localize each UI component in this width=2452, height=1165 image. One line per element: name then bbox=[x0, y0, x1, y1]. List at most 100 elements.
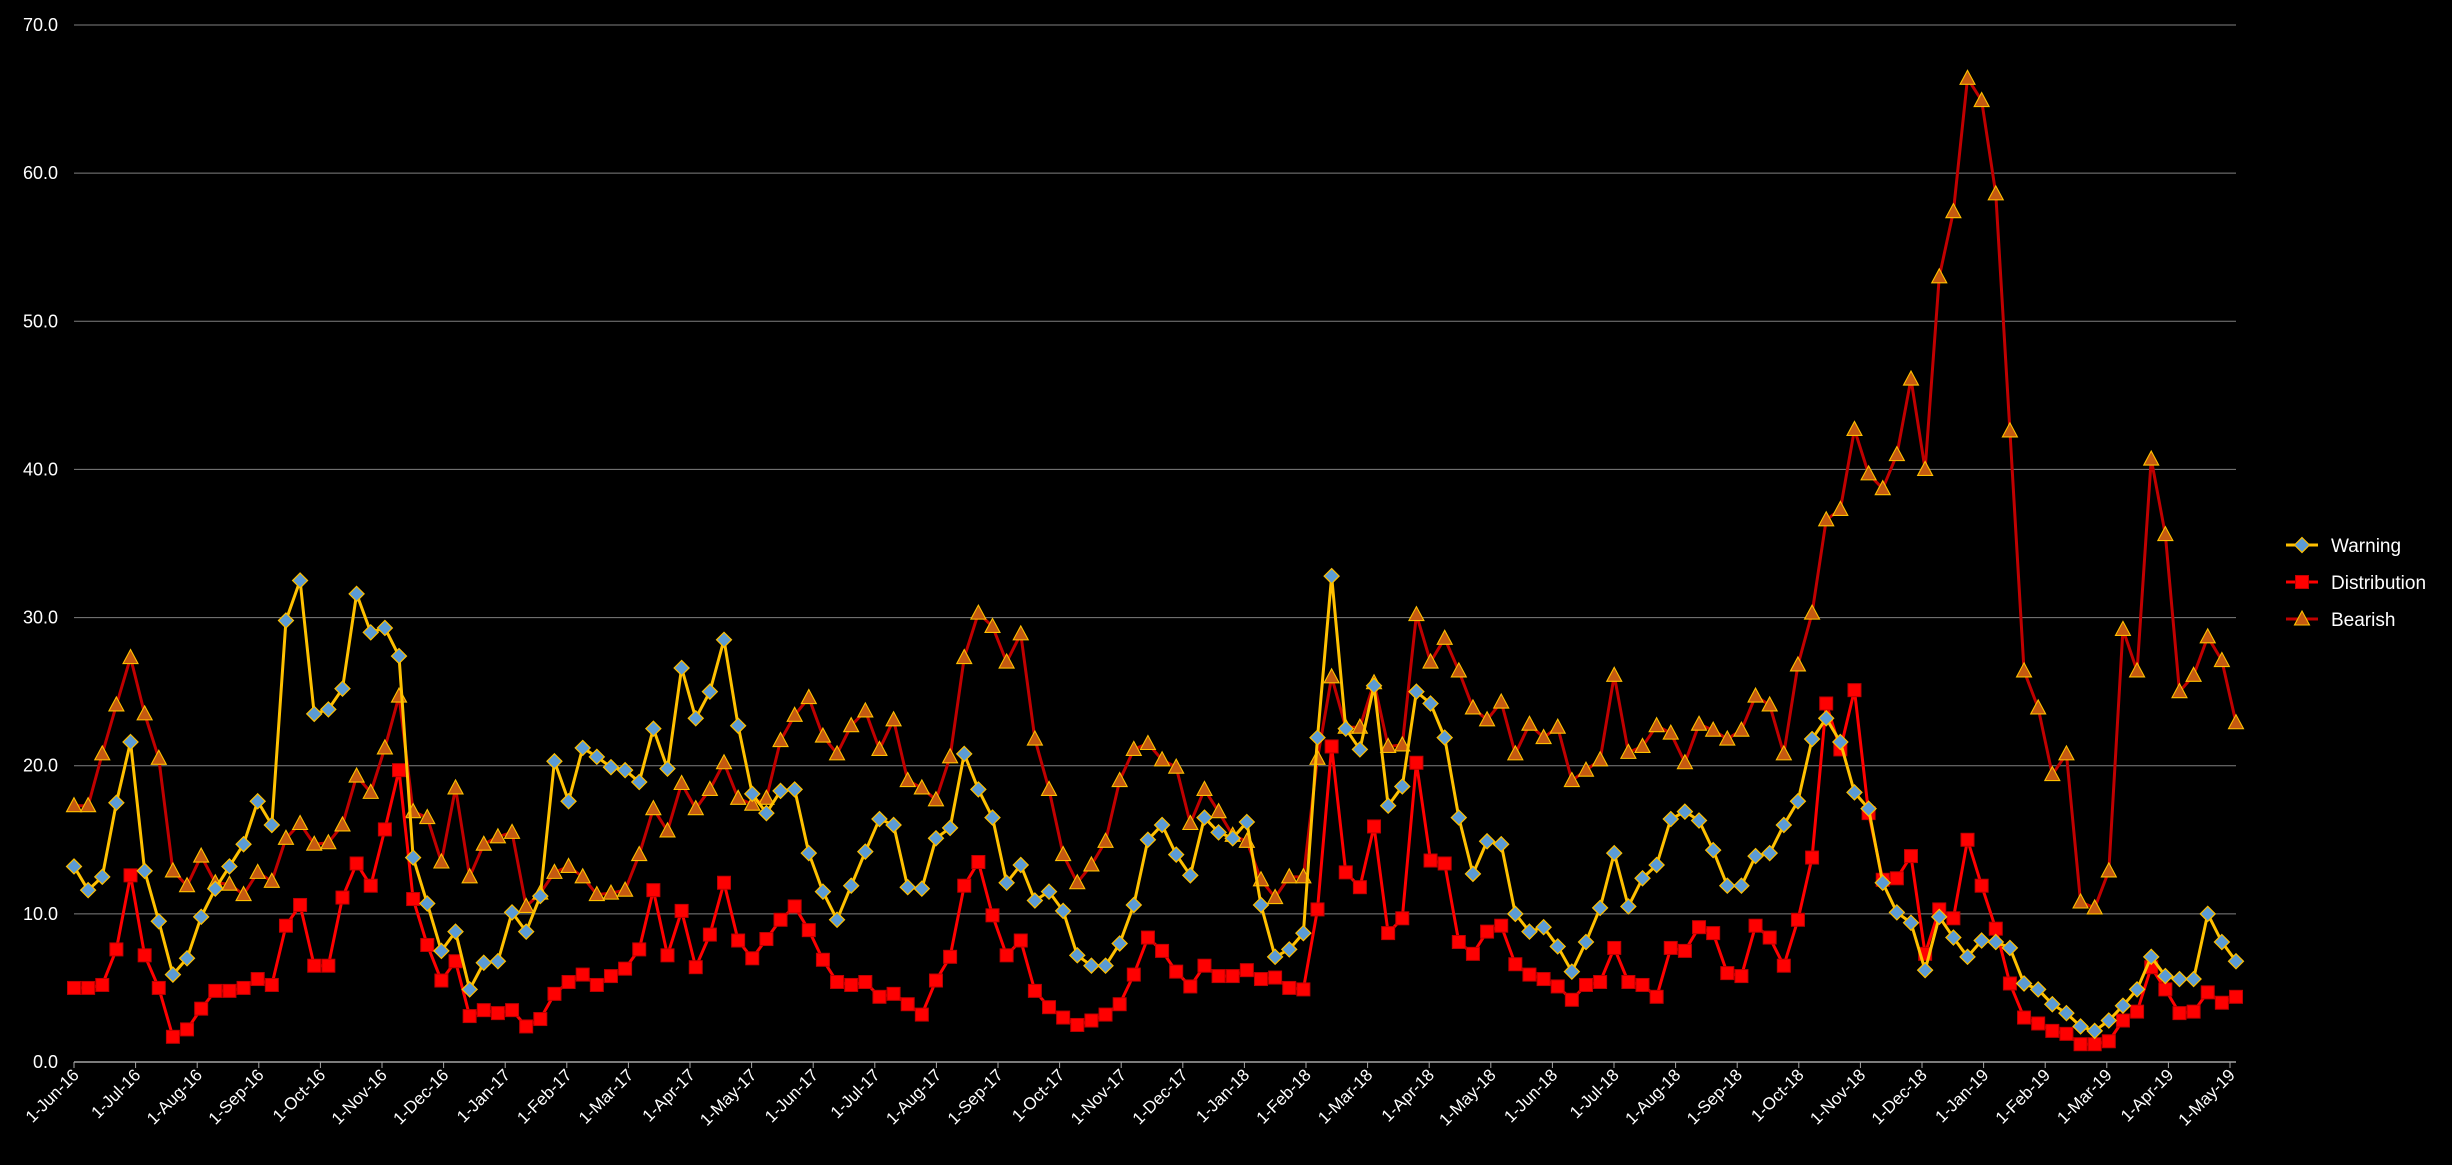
data-point-distribution bbox=[1013, 933, 1028, 948]
data-point-bearish bbox=[1634, 737, 1651, 754]
data-point-warning bbox=[1252, 896, 1270, 914]
data-point-distribution bbox=[2101, 1034, 2116, 1049]
data-point-warning bbox=[673, 659, 690, 677]
data-point-warning bbox=[461, 981, 479, 998]
data-point-distribution bbox=[1536, 972, 1551, 987]
data-point-warning bbox=[348, 585, 365, 603]
data-point-warning bbox=[1676, 803, 1694, 820]
data-point-distribution bbox=[180, 1022, 195, 1037]
x-tick-label: 1-Nov-16 bbox=[328, 1065, 391, 1128]
data-point-warning bbox=[729, 717, 747, 735]
data-point-warning bbox=[1973, 932, 1990, 949]
data-point-distribution bbox=[928, 973, 943, 988]
data-point-bearish bbox=[856, 701, 874, 718]
data-point-warning bbox=[1351, 741, 1369, 758]
data-point-bearish bbox=[969, 603, 987, 620]
data-point-bearish bbox=[432, 852, 450, 869]
x-tick-label: 1-May-17 bbox=[696, 1065, 760, 1129]
data-point-warning bbox=[1139, 831, 1157, 849]
data-point-bearish bbox=[2171, 682, 2188, 699]
data-point-distribution bbox=[420, 937, 435, 952]
y-tick-label: 60.0 bbox=[23, 163, 58, 183]
data-point-distribution bbox=[1593, 975, 1608, 990]
data-point-warning bbox=[1718, 877, 1736, 895]
data-point-distribution bbox=[1140, 930, 1155, 945]
data-point-bearish bbox=[2199, 627, 2217, 644]
data-point-bearish bbox=[899, 771, 917, 788]
data-point-bearish bbox=[1761, 695, 1779, 712]
data-point-bearish bbox=[136, 704, 154, 721]
data-point-distribution bbox=[957, 878, 972, 893]
x-tick-label: 1-Apr-18 bbox=[1378, 1065, 1438, 1125]
data-point-distribution bbox=[1748, 918, 1763, 933]
data-point-warning bbox=[1930, 908, 1948, 926]
data-point-bearish bbox=[602, 883, 620, 900]
data-point-warning bbox=[1111, 935, 1129, 952]
data-point-distribution bbox=[2059, 1026, 2074, 1041]
data-point-distribution bbox=[448, 954, 463, 969]
x-tick-label: 1-Mar-19 bbox=[2053, 1065, 2115, 1127]
data-point-warning bbox=[856, 843, 874, 860]
data-point-distribution bbox=[1649, 989, 1664, 1004]
series-warning bbox=[65, 567, 2245, 1040]
data-point-warning bbox=[560, 792, 577, 810]
data-point-distribution bbox=[914, 1007, 929, 1022]
data-point-bearish bbox=[1323, 667, 1341, 684]
data-point-warning bbox=[1535, 918, 1552, 936]
data-point-warning bbox=[715, 631, 733, 649]
data-point-warning bbox=[2227, 952, 2245, 970]
data-point-bearish bbox=[503, 823, 521, 839]
data-point-warning bbox=[1704, 841, 1722, 859]
gridlines bbox=[74, 24, 2236, 915]
data-point-bearish bbox=[729, 789, 747, 805]
data-point-distribution bbox=[1367, 819, 1382, 834]
data-point-warning bbox=[828, 911, 846, 929]
data-point-warning bbox=[630, 773, 648, 791]
x-tick-label: 1-Sep-16 bbox=[205, 1065, 268, 1128]
data-point-distribution bbox=[434, 973, 449, 988]
data-point-warning bbox=[1761, 844, 1779, 862]
data-point-bearish bbox=[2227, 713, 2245, 730]
data-point-distribution bbox=[1310, 902, 1325, 917]
data-point-distribution bbox=[2073, 1037, 2088, 1052]
data-point-distribution bbox=[1056, 1010, 1071, 1025]
data-point-distribution bbox=[1155, 943, 1170, 958]
data-point-distribution bbox=[872, 989, 887, 1004]
data-point-warning bbox=[2001, 939, 2019, 957]
data-point-bearish bbox=[2142, 449, 2160, 466]
data-point-bearish bbox=[871, 740, 888, 756]
data-point-warning bbox=[1196, 809, 1213, 826]
data-point-warning bbox=[1408, 683, 1425, 700]
data-point-bearish bbox=[1817, 510, 1835, 527]
x-tick-label: 1-Jan-19 bbox=[1932, 1065, 1993, 1126]
data-point-bearish bbox=[984, 617, 1001, 634]
data-point-warning bbox=[602, 758, 620, 776]
series-group bbox=[65, 69, 2245, 1052]
data-point-distribution bbox=[519, 1019, 534, 1034]
x-tick-label: 1-Jun-17 bbox=[761, 1065, 822, 1126]
data-point-warning bbox=[1422, 695, 1439, 712]
data-point-distribution bbox=[1480, 924, 1495, 939]
data-point-distribution bbox=[999, 948, 1014, 963]
data-point-distribution bbox=[1211, 969, 1226, 984]
data-point-bearish bbox=[164, 861, 182, 878]
data-point-distribution bbox=[222, 983, 237, 998]
data-point-warning bbox=[885, 816, 902, 834]
x-tick-label: 1-Mar-17 bbox=[575, 1065, 637, 1127]
x-tick-label: 1-Jul-17 bbox=[827, 1065, 884, 1122]
data-point-bearish bbox=[1012, 624, 1030, 641]
data-point-warning bbox=[1153, 816, 1171, 834]
data-point-distribution bbox=[660, 948, 675, 963]
x-tick-label: 1-May-18 bbox=[1435, 1065, 1499, 1129]
data-point-bearish bbox=[1902, 369, 1920, 386]
x-axis-ticks: 1-Jun-16 1-Jul-161-Aug-161-Sep-16 1-Oct-16… bbox=[22, 1062, 2239, 1130]
legend-label: Bearish bbox=[2331, 610, 2395, 631]
data-point-distribution bbox=[731, 933, 746, 948]
data-point-warning bbox=[1295, 924, 1312, 942]
data-point-distribution bbox=[392, 763, 407, 778]
data-point-bearish bbox=[2015, 661, 2033, 678]
data-point-warning bbox=[984, 809, 1001, 826]
data-point-bearish bbox=[334, 815, 351, 832]
data-point-distribution bbox=[2031, 1016, 2046, 1031]
data-point-distribution bbox=[1564, 992, 1579, 1007]
